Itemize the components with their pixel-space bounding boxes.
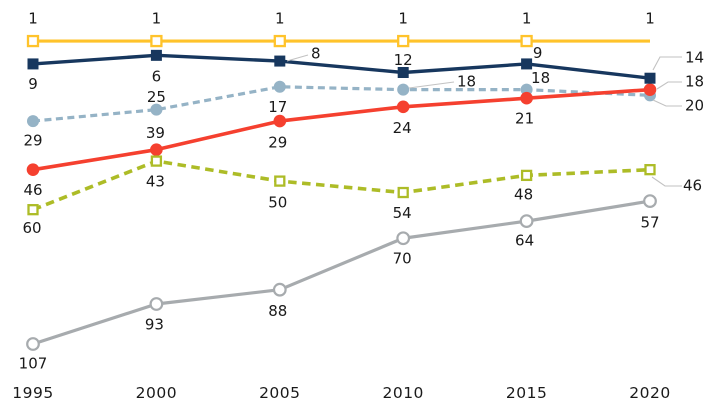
amber-constant-marker (26, 34, 40, 48)
x-axis-label: 2000 (136, 384, 177, 402)
gray-marker (643, 194, 657, 209)
red-marker (150, 143, 163, 156)
point-label-olive: 43 (146, 172, 165, 190)
point-label-amber-constant: 1 (522, 9, 532, 27)
callout-line-olive (651, 176, 682, 187)
point-label-navy: 6 (152, 68, 162, 86)
point-label-gray: 93 (145, 315, 164, 333)
navy-marker (274, 55, 286, 67)
olive-marker (644, 164, 656, 176)
gray-marker (26, 337, 40, 351)
series-lines (26, 34, 657, 351)
point-label-gray: 88 (268, 302, 287, 320)
point-label-amber-constant: 1 (645, 9, 655, 27)
steel-blue-marker (273, 80, 286, 93)
point-label-amber-constant: 1 (275, 9, 285, 27)
steel-blue-marker (520, 83, 533, 96)
point-label-red: 39 (146, 124, 165, 142)
callout-line-steel-blue (652, 99, 682, 107)
point-label-navy: 12 (394, 51, 413, 69)
series-amber-constant (26, 34, 650, 48)
point-label-gray: 70 (393, 250, 412, 268)
amber-constant-marker (520, 34, 533, 48)
point-label-olive: 50 (268, 193, 287, 211)
point-label-steel-blue: 17 (268, 98, 287, 116)
amber-constant-marker (397, 34, 410, 48)
series-olive (27, 155, 656, 216)
series-steel-blue (27, 80, 656, 128)
point-label-gray: 57 (640, 213, 659, 231)
point-label-olive: 60 (22, 219, 41, 237)
olive-marker (150, 155, 163, 167)
red-marker (643, 83, 657, 96)
amber-constant-marker (273, 34, 286, 48)
point-label-gray: 107 (19, 354, 48, 372)
x-axis-label: 2010 (382, 384, 423, 402)
point-label-amber-constant: 1 (28, 9, 38, 27)
series-navy-line (32, 53, 651, 80)
navy-marker (397, 66, 409, 78)
point-label-red: 21 (515, 110, 534, 128)
gray-marker (149, 297, 164, 311)
steel-blue-marker (150, 103, 163, 116)
point-label-navy: 9 (533, 44, 543, 62)
point-label-amber-constant: 1 (152, 9, 162, 27)
steel-blue-marker (397, 83, 410, 96)
olive-marker (520, 169, 533, 182)
point-label-olive: 48 (514, 186, 533, 204)
navy-marker (150, 49, 162, 61)
gray-marker (396, 231, 411, 246)
x-axis-label: 2020 (629, 384, 670, 402)
olive-marker (397, 186, 409, 199)
navy-marker (644, 72, 656, 84)
point-label-olive: 46 (683, 176, 702, 194)
gray-marker (272, 282, 287, 297)
point-label-gray: 64 (515, 231, 534, 249)
point-label-red: 29 (268, 133, 287, 151)
point-label-navy: 8 (311, 44, 321, 62)
olive-marker (274, 175, 286, 187)
callout-line-steel-blue (408, 81, 455, 89)
olive-marker (27, 204, 39, 216)
point-label-steel-blue: 25 (147, 88, 166, 106)
red-marker (26, 163, 40, 176)
series-gray-line (32, 199, 651, 346)
callout-line-navy (286, 54, 309, 62)
navy-marker (521, 58, 533, 70)
navy-marker (27, 58, 39, 70)
point-label-steel-blue: 18 (531, 69, 550, 87)
red-marker (396, 100, 410, 114)
point-label-navy: 14 (685, 48, 704, 66)
series-red-line (32, 87, 651, 172)
red-marker (273, 114, 287, 128)
point-label-red: 46 (23, 181, 42, 199)
callout-leader-lines (286, 54, 682, 187)
point-label-olive: 54 (393, 204, 412, 222)
series-navy (27, 49, 656, 84)
point-label-steel-blue: 29 (23, 131, 42, 149)
x-axis-label: 2015 (506, 384, 547, 402)
x-axis: 1995 2000 2005 2010 2015 2020 (12, 384, 670, 402)
point-label-red: 18 (685, 72, 704, 90)
x-axis-label: 1995 (12, 384, 53, 402)
red-marker (520, 91, 533, 105)
point-label-red: 24 (393, 119, 412, 137)
gray-marker (519, 214, 534, 229)
series-gray (26, 194, 657, 351)
point-label-steel-blue: 20 (685, 96, 704, 114)
callout-line-red (656, 81, 682, 90)
series-steel-blue-line (32, 85, 651, 123)
series-red (26, 83, 657, 176)
x-axis-label: 2005 (259, 384, 300, 402)
series-olive-line (32, 159, 651, 212)
callout-line-navy (652, 56, 682, 71)
amber-constant-marker (150, 34, 163, 48)
point-label-steel-blue: 18 (457, 72, 476, 90)
point-label-amber-constant: 1 (398, 9, 408, 27)
point-label-navy: 9 (28, 75, 38, 93)
steel-blue-marker (27, 115, 39, 128)
